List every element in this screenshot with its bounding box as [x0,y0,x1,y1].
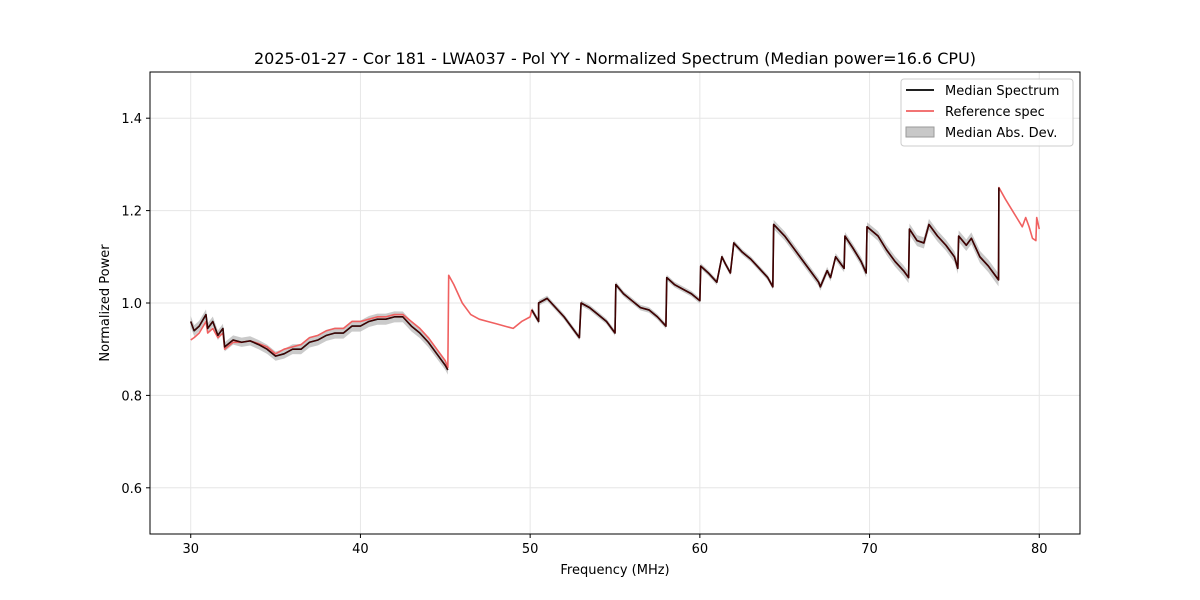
median-overlap-line-0 [190,314,449,371]
chart-title: 2025-01-27 - Cor 181 - LWA037 - Pol YY -… [254,49,976,68]
legend-median-label: Median Spectrum [945,84,1059,99]
y-tick-label: 0.8 [121,389,142,404]
x-tick-label: 80 [1031,542,1048,557]
y-tick-label: 1.2 [121,205,142,220]
legend-mad-label: Median Abs. Dev. [945,126,1057,141]
x-tick-label: 70 [861,542,878,557]
legend-mad-swatch [905,126,935,138]
x-tick-label: 30 [182,542,199,557]
x-tick-label: 50 [522,542,539,557]
x-axis-ticks: 30 40 50 60 70 80 [182,534,1048,557]
mad-band-layer [190,181,999,375]
y-axis-ticks: 0.6 0.8 1.0 1.2 1.4 [121,112,150,497]
y-tick-label: 1.0 [121,297,142,312]
y-axis-label: Normalized Power [98,244,113,362]
x-tick-label: 60 [692,542,709,557]
x-tick-label: 40 [352,542,369,557]
legend-reference-label: Reference spec [945,105,1045,120]
y-tick-label: 1.4 [121,112,142,127]
mad-band-0 [190,309,448,375]
x-axis-label: Frequency (MHz) [560,563,669,578]
median-overlap-line-1 [531,187,1000,339]
y-tick-label: 0.6 [121,482,142,497]
legend-box [900,78,1074,147]
legend: Median Spectrum Reference spec Median Ab… [900,78,1074,147]
median-line-layer [189,187,1000,371]
